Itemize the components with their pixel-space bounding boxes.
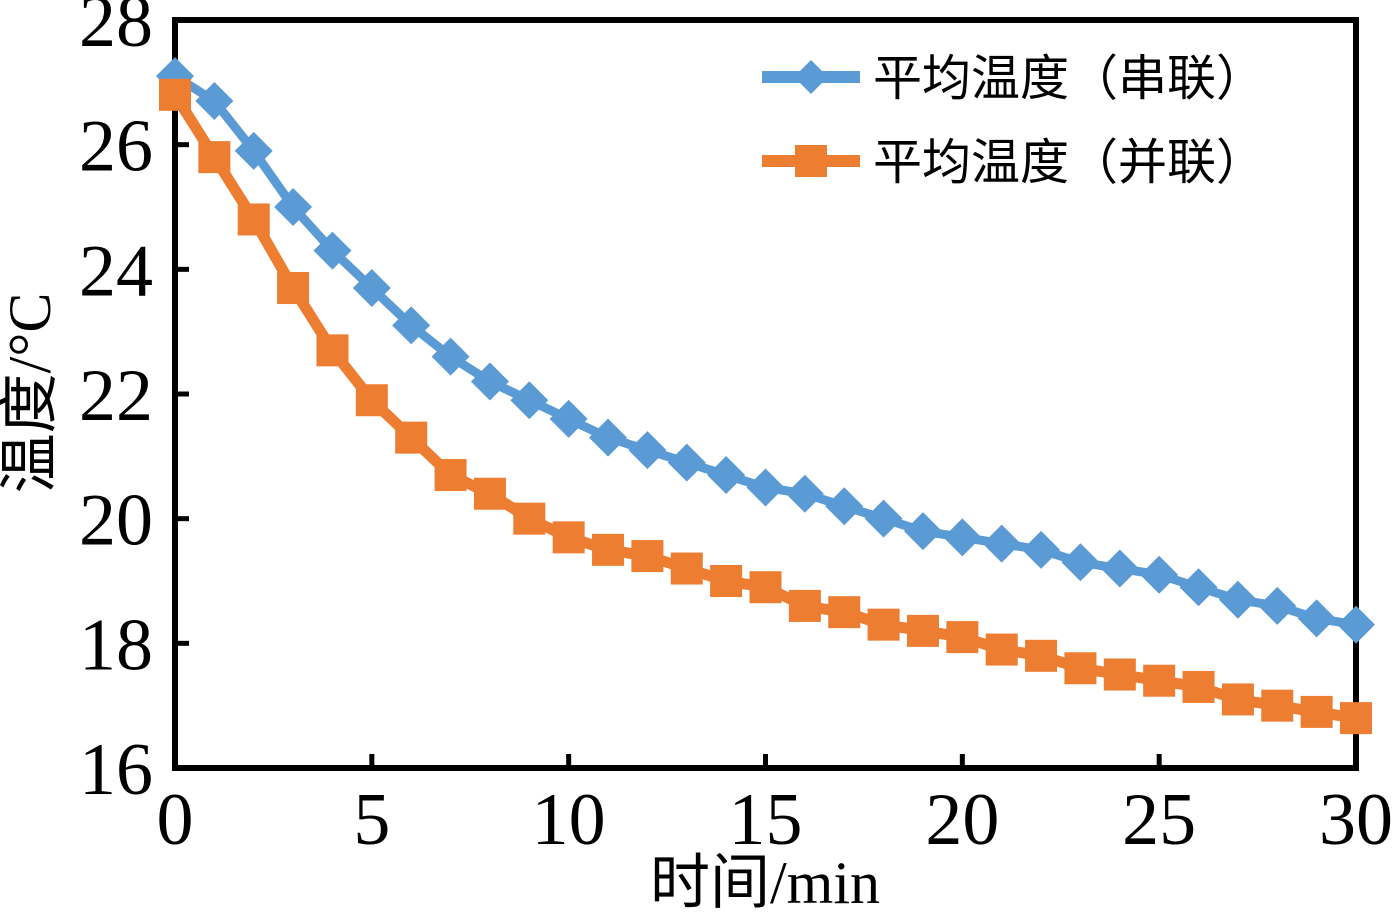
legend-label: 平均温度（串联）: [873, 51, 1265, 106]
data-point-marker: [473, 477, 506, 510]
data-point-marker: [513, 502, 546, 535]
x-tick-label: 25: [1122, 779, 1196, 861]
axes-border: [172, 17, 1359, 771]
data-point-marker: [670, 552, 703, 585]
data-point-marker: [788, 589, 821, 622]
data-point-marker: [825, 487, 864, 526]
data-point-marker: [749, 571, 782, 604]
y-tick-label: 20: [79, 480, 153, 562]
y-tick-label: 16: [79, 729, 153, 811]
legend-marker-icon: [795, 145, 827, 177]
data-point-marker: [1022, 530, 1061, 569]
y-tick-label: 28: [79, 0, 153, 63]
data-point-marker: [549, 399, 588, 438]
data-point-marker: [985, 633, 1018, 666]
data-point-marker: [1143, 664, 1176, 697]
data-point-marker: [1025, 639, 1058, 672]
x-tick-label: 20: [925, 779, 999, 861]
data-point-marker: [746, 468, 785, 507]
data-point-marker: [195, 82, 234, 121]
legend-label: 平均温度（并联）: [873, 135, 1265, 190]
data-point-marker: [631, 540, 664, 573]
data-point-marker: [628, 431, 667, 470]
y-axis-title: 温度/°C: [0, 293, 63, 494]
data-point-marker: [1340, 702, 1372, 735]
data-point-marker: [313, 231, 352, 270]
data-point-marker: [274, 188, 313, 226]
data-point-marker: [1064, 652, 1097, 685]
data-point-marker: [982, 524, 1021, 563]
data-point-marker: [552, 521, 585, 554]
data-point-marker: [1258, 586, 1297, 625]
plot-area: 16 18 20 22 24 26 28 0 5 10 15 20 25 30 平均温度（串联） 平均温度（并…: [79, 0, 1392, 861]
data-point-marker: [1100, 549, 1139, 588]
data-point-marker: [589, 418, 628, 457]
data-point-marker: [1103, 658, 1136, 691]
data-point-marker: [316, 334, 349, 367]
data-point-marker: [237, 203, 270, 236]
data-point-marker: [943, 518, 982, 557]
data-point-marker: [946, 621, 979, 654]
y-tick-label: 26: [79, 106, 153, 188]
data-point-marker: [710, 565, 743, 597]
data-point-marker: [352, 269, 391, 308]
data-point-marker: [1221, 683, 1254, 716]
data-point-marker: [277, 272, 310, 305]
data-point-marker: [198, 141, 231, 174]
y-tick-label: 18: [79, 604, 153, 686]
y-tick-label: 24: [79, 230, 153, 312]
data-point-marker: [864, 499, 903, 538]
data-point-marker: [510, 381, 549, 420]
data-point-marker: [1337, 605, 1375, 644]
x-tick-label: 10: [532, 779, 606, 861]
data-point-marker: [903, 512, 942, 551]
legend-marker-icon: [794, 60, 828, 94]
data-point-marker: [1261, 689, 1294, 722]
data-point-marker: [1297, 599, 1336, 638]
data-point-marker: [1179, 568, 1218, 607]
data-point-marker: [395, 421, 428, 454]
x-tick-label: 15: [729, 779, 803, 861]
x-tick-label: 0: [157, 779, 194, 861]
data-point-marker: [392, 306, 431, 345]
data-point-marker: [785, 474, 824, 513]
data-point-marker: [828, 596, 861, 629]
data-point-marker: [592, 533, 625, 566]
data-point-marker: [1140, 555, 1179, 594]
x-axis-title: 时间/min: [650, 850, 880, 916]
data-point-marker: [159, 78, 191, 111]
data-point-marker: [355, 384, 388, 417]
y-tick-label: 22: [79, 355, 153, 437]
data-point-marker: [707, 456, 746, 495]
data-point-marker: [667, 443, 706, 482]
x-tick-label: 5: [353, 779, 390, 861]
data-point-marker: [1182, 670, 1215, 703]
data-point-marker: [434, 459, 467, 492]
data-point-marker: [234, 131, 273, 170]
data-point-marker: [1061, 543, 1100, 582]
data-point-marker: [1300, 695, 1333, 728]
data-point-marker: [431, 337, 470, 376]
data-point-marker: [867, 608, 900, 641]
data-point-marker: [1218, 580, 1257, 619]
x-tick-label: 30: [1319, 779, 1392, 861]
data-point-marker: [470, 362, 509, 401]
data-point-marker: [906, 614, 939, 647]
